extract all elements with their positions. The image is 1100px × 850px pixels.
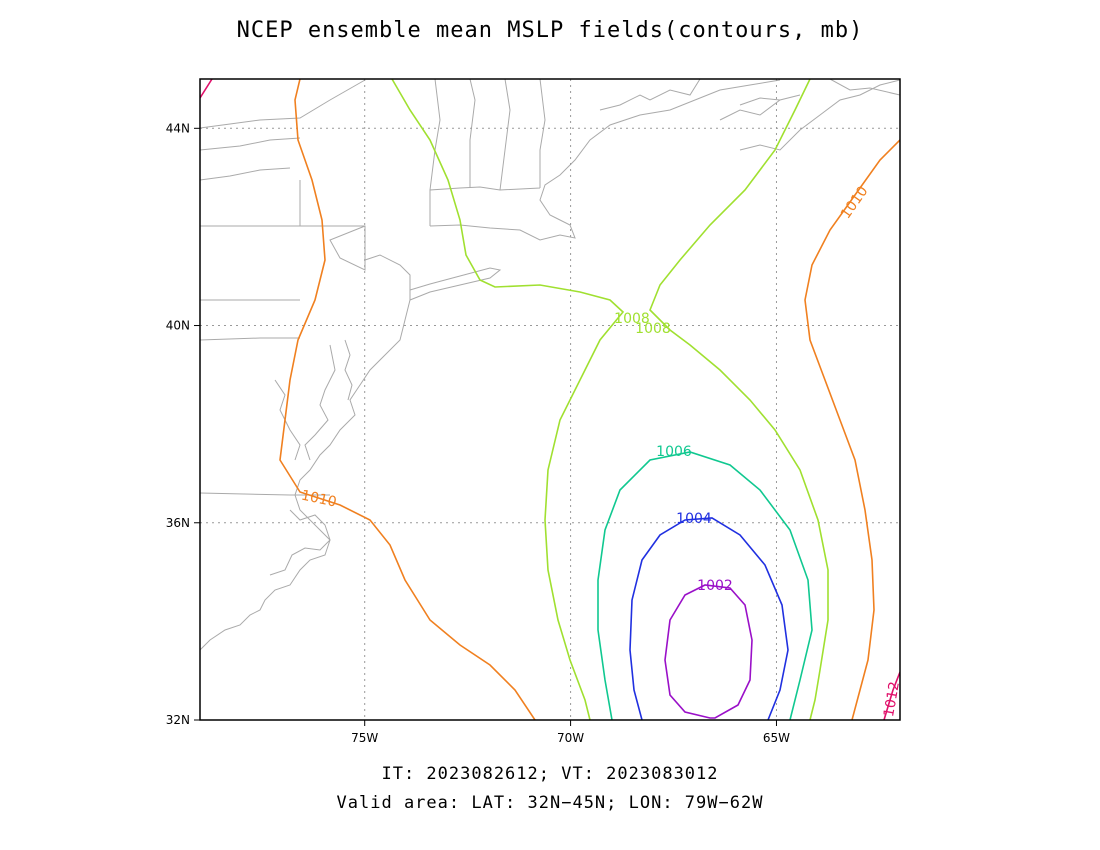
contour-label-1010-west: 1010 — [300, 488, 338, 511]
x-tick-label: 75W — [351, 731, 378, 745]
contour-label-1008-b: 1008 — [635, 321, 671, 337]
contour-1012 — [200, 79, 900, 720]
contour-1008-east — [649, 79, 829, 720]
contour-1006 — [597, 451, 813, 720]
contour-label-1012: 1012 — [881, 680, 903, 718]
footer-times: IT: 2023082612; VT: 2023083012 — [381, 764, 719, 784]
plot-frame — [199, 78, 901, 721]
y-tick-label: 32N — [166, 713, 190, 727]
footer-area: Valid area: LAT: 32N−45N; LON: 79W−62W — [336, 793, 764, 813]
contour-label-1004: 1004 — [676, 511, 712, 527]
x-tick-label: 65W — [763, 731, 790, 745]
contour-layer — [200, 79, 900, 720]
y-tick-label: 44N — [166, 121, 190, 135]
x-tick-label: 70W — [557, 731, 584, 745]
y-tick-label: 40N — [166, 319, 190, 333]
delaware-bay — [344, 339, 353, 401]
contour-1010-east — [804, 139, 900, 720]
contour-1008-west — [391, 79, 625, 720]
pamlico-sound — [269, 509, 331, 576]
contour-label-1006: 1006 — [656, 444, 692, 460]
contour-label-1002: 1002 — [697, 578, 733, 594]
grid-lines — [200, 79, 900, 720]
contour-1004 — [629, 517, 789, 720]
coastline-mainland — [200, 79, 411, 651]
contour-label-1008-a: 1008 — [614, 311, 650, 327]
map-title: NCEP ensemble mean MSLP fields(contours,… — [236, 18, 864, 43]
axes: 75W 70W 65W 44N 40N 36N 32N — [166, 121, 790, 745]
state-borders — [200, 79, 546, 496]
y-tick-label: 36N — [166, 516, 190, 530]
canada-maritimes — [599, 79, 900, 151]
chesapeake — [274, 344, 336, 461]
contour-1010-west — [279, 79, 536, 720]
new-england-coast — [429, 79, 781, 241]
contour-label-1010-east: 1010 — [838, 184, 872, 222]
contour-1002 — [664, 584, 753, 719]
long-island — [409, 267, 502, 301]
coastline-layer — [200, 79, 900, 651]
